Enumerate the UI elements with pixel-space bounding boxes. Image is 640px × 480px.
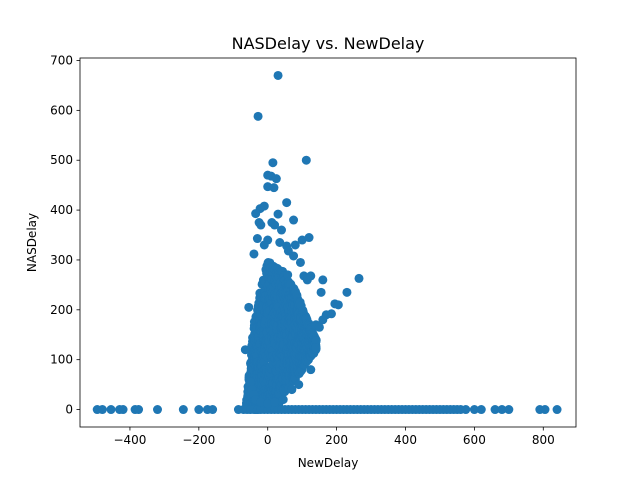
data-point: [244, 302, 254, 312]
data-point: [263, 399, 273, 409]
y-tick-label: 300: [50, 253, 73, 267]
x-tick-label: 400: [394, 433, 417, 447]
data-point: [490, 405, 500, 415]
data-point: [290, 240, 300, 250]
data-point: [268, 158, 278, 168]
data-point: [246, 377, 255, 387]
data-point: [178, 405, 188, 415]
data-point: [153, 405, 162, 415]
data-point: [552, 405, 562, 415]
data-point: [318, 315, 328, 325]
data-point: [342, 287, 352, 297]
y-tick-label: 700: [50, 53, 73, 67]
data-point: [306, 271, 316, 281]
data-point: [354, 273, 364, 283]
data-point: [277, 225, 286, 235]
data-point: [283, 270, 293, 280]
data-point: [256, 397, 266, 407]
data-point: [208, 405, 218, 415]
x-tick-label: 0: [264, 433, 272, 447]
points-layer: [92, 70, 562, 415]
x-tick-label: −400: [113, 433, 146, 447]
x-tick-label: −200: [182, 433, 215, 447]
y-tick-label: 200: [50, 303, 73, 317]
y-tick-label: 500: [50, 153, 73, 167]
data-point: [134, 405, 144, 415]
data-point: [253, 111, 263, 121]
data-point: [311, 343, 321, 353]
x-tick-label: 800: [532, 433, 555, 447]
data-point: [278, 395, 288, 405]
data-point: [301, 155, 311, 165]
plot-frame: [79, 57, 577, 428]
x-tick-label: 600: [463, 433, 486, 447]
data-point: [275, 238, 285, 247]
y-axis-label: NASDelay: [25, 213, 39, 272]
data-point: [333, 300, 343, 310]
data-point: [269, 183, 279, 193]
data-point: [273, 70, 283, 80]
data-point: [287, 385, 297, 395]
data-point: [304, 233, 314, 243]
x-axis-label: NewDelay: [298, 456, 359, 470]
y-tick-label: 600: [50, 103, 73, 117]
data-point: [97, 405, 107, 415]
data-point: [273, 209, 283, 219]
data-point: [194, 405, 204, 415]
data-point: [469, 405, 479, 415]
data-point: [259, 240, 269, 250]
data-point: [252, 234, 262, 244]
data-point: [316, 287, 326, 297]
data-point: [270, 397, 280, 407]
data-point: [240, 345, 250, 355]
data-point: [497, 405, 507, 415]
chart-title: NASDelay vs. NewDelay: [232, 34, 425, 53]
y-tick-label: 0: [65, 403, 73, 417]
x-tick-label: 200: [325, 433, 348, 447]
data-point: [256, 220, 266, 230]
data-point: [306, 365, 316, 375]
data-point: [106, 405, 116, 415]
data-point: [282, 198, 292, 208]
data-point: [271, 174, 281, 184]
ticks-layer: −400 −200 0 200 400 600 800 0 100 200 300 400 500 600…: [50, 53, 555, 447]
data-point: [289, 251, 299, 261]
data-point: [540, 405, 550, 415]
data-point: [476, 405, 486, 415]
data-point: [504, 405, 514, 415]
data-point: [297, 235, 307, 245]
data-point: [251, 209, 261, 219]
data-point: [294, 380, 304, 390]
data-point: [289, 215, 299, 225]
y-tick-label: 100: [50, 353, 73, 367]
data-point: [118, 405, 128, 415]
data-point: [270, 220, 280, 230]
data-point: [314, 322, 324, 332]
data-point: [326, 309, 336, 319]
data-point: [311, 336, 321, 346]
data-point: [249, 249, 259, 259]
y-tick-label: 400: [50, 203, 73, 217]
data-point: [318, 275, 328, 285]
data-point: [295, 257, 305, 267]
data-point: [461, 405, 471, 415]
